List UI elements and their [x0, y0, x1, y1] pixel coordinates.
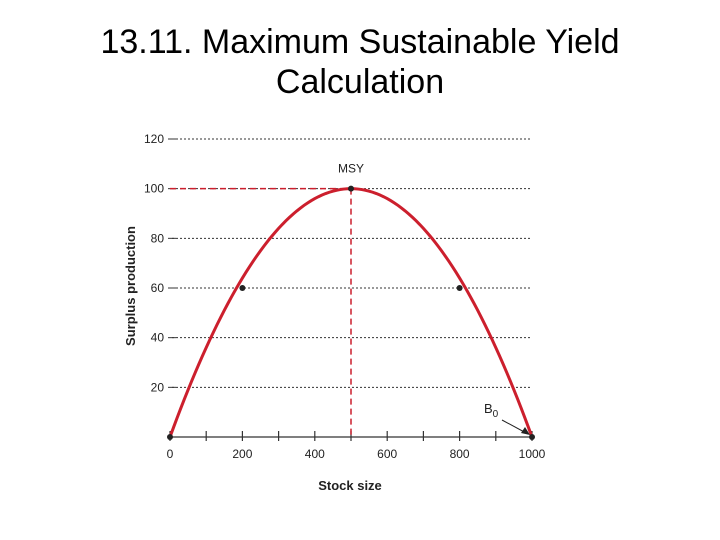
b0-annotation: B0 [484, 401, 530, 435]
grid-lines [168, 138, 532, 388]
y-tick-label-80: 80 [151, 231, 165, 245]
slide-title-line1: 13.11. Maximum Sustainable Yield [100, 23, 620, 61]
data-point-500 [348, 185, 354, 192]
y-tick-label-60: 60 [151, 281, 165, 295]
x-tick-labels: 0 200 400 600 800 1000 [167, 447, 546, 461]
x-tick-label-0: 0 [167, 447, 174, 461]
y-tick-labels: 20 40 60 80 100 120 [144, 132, 164, 394]
b0-arrowhead [521, 427, 530, 435]
x-tick-label-1000: 1000 [519, 447, 546, 461]
data-points [167, 185, 535, 440]
data-point-1000 [529, 434, 535, 440]
msy-reference-lines [170, 187, 352, 437]
y-axis-title: Surplus production [123, 226, 138, 346]
msy-label: MSY [338, 162, 364, 176]
y-tick-label-120: 120 [144, 132, 164, 146]
b0-label-subscript: 0 [493, 409, 499, 420]
y-tick-label-40: 40 [151, 331, 165, 345]
x-tick-label-200: 200 [232, 447, 252, 461]
x-axis-title: Stock size [318, 478, 382, 493]
x-tick-label-800: 800 [450, 447, 470, 461]
x-tick-label-600: 600 [377, 447, 397, 461]
data-point-800 [456, 285, 463, 291]
data-point-200 [239, 285, 246, 291]
x-axis [169, 431, 533, 441]
b0-label: B0 [484, 401, 499, 420]
b0-label-main: B [484, 401, 493, 416]
y-tick-label-100: 100 [144, 182, 164, 196]
y-tick-label-20: 20 [151, 380, 165, 394]
slide-title: 13.11. Maximum Sustainable Yield Calcula… [0, 22, 720, 102]
x-tick-label-400: 400 [305, 447, 325, 461]
slide-title-line2: Calculation [275, 63, 445, 101]
data-point-0 [167, 434, 173, 440]
